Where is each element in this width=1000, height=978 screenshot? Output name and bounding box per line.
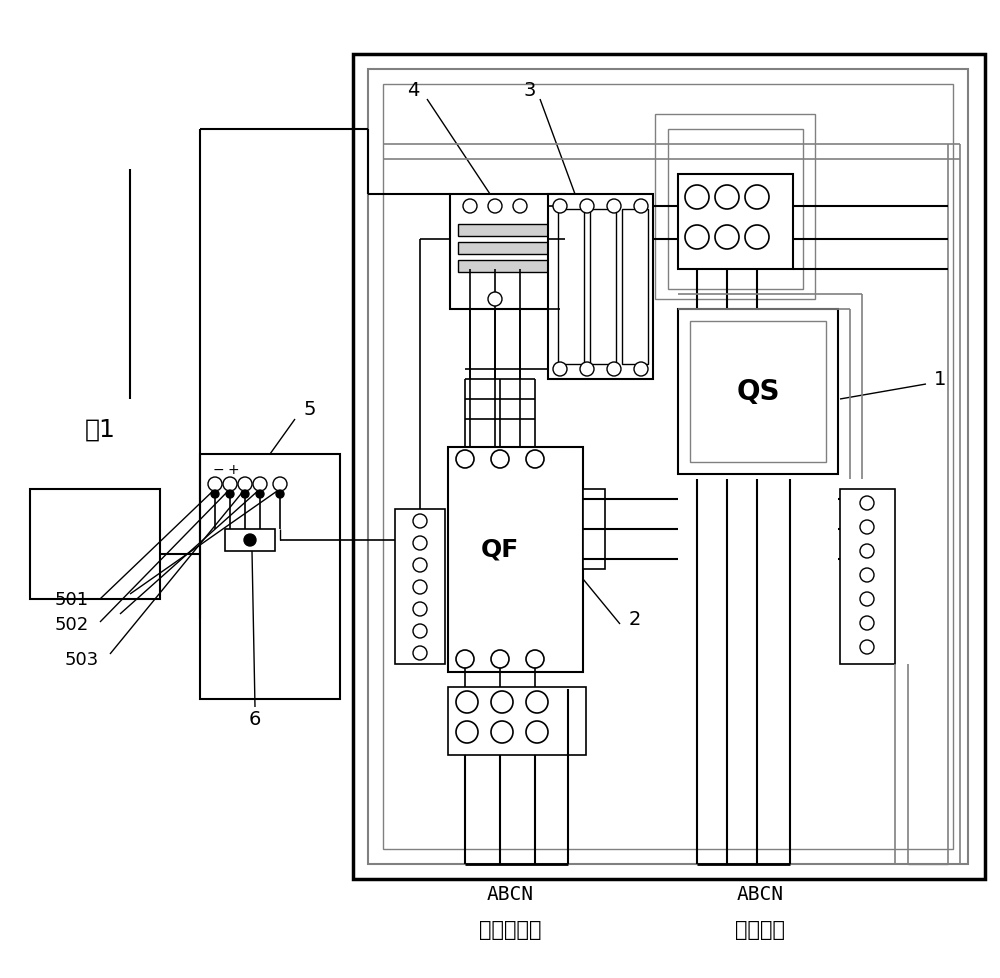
Circle shape: [685, 226, 709, 249]
Circle shape: [491, 650, 509, 668]
Bar: [590, 210, 616, 365]
Text: QF: QF: [481, 538, 519, 561]
Circle shape: [491, 691, 513, 713]
Circle shape: [456, 451, 474, 468]
Circle shape: [860, 593, 874, 606]
Circle shape: [488, 292, 502, 307]
Circle shape: [634, 363, 648, 377]
Bar: [668, 130, 803, 289]
Circle shape: [526, 451, 544, 468]
Bar: [395, 510, 445, 664]
Bar: [458, 243, 553, 254]
Text: 1: 1: [934, 370, 946, 389]
Circle shape: [413, 602, 427, 616]
Circle shape: [241, 491, 249, 499]
Circle shape: [526, 721, 548, 743]
Circle shape: [223, 477, 237, 492]
Circle shape: [513, 200, 527, 214]
Text: 502: 502: [55, 615, 89, 634]
Text: 图1: 图1: [85, 418, 115, 441]
Circle shape: [413, 646, 427, 660]
Circle shape: [211, 491, 219, 499]
Text: 3: 3: [524, 80, 536, 100]
Bar: [448, 688, 586, 755]
Bar: [448, 448, 583, 672]
Circle shape: [860, 520, 874, 534]
Circle shape: [745, 186, 769, 210]
Circle shape: [238, 477, 252, 492]
Circle shape: [244, 534, 256, 547]
Text: 逆变器输出: 逆变器输出: [479, 919, 541, 939]
Text: 并电网相: 并电网相: [735, 919, 785, 939]
Bar: [200, 455, 340, 699]
Text: +: +: [227, 463, 239, 476]
Text: 501: 501: [55, 591, 89, 608]
Circle shape: [413, 580, 427, 595]
Bar: [583, 490, 605, 569]
Circle shape: [208, 477, 222, 492]
Circle shape: [276, 491, 284, 499]
Circle shape: [226, 491, 234, 499]
Circle shape: [256, 491, 264, 499]
Circle shape: [488, 200, 502, 214]
Circle shape: [553, 363, 567, 377]
Bar: [678, 175, 793, 270]
Text: 4: 4: [407, 80, 419, 100]
Text: 6: 6: [249, 710, 261, 729]
Text: ABCN: ABCN: [487, 884, 534, 904]
Circle shape: [860, 616, 874, 631]
Bar: [840, 490, 895, 664]
Bar: [458, 261, 553, 273]
Circle shape: [413, 514, 427, 528]
Circle shape: [685, 186, 709, 210]
Circle shape: [463, 200, 477, 214]
Bar: [450, 195, 565, 310]
Text: 5: 5: [304, 400, 316, 419]
Circle shape: [580, 200, 594, 214]
Bar: [30, 490, 160, 600]
Bar: [353, 55, 985, 879]
Bar: [225, 529, 275, 552]
Circle shape: [491, 721, 513, 743]
Bar: [548, 195, 653, 379]
Circle shape: [607, 363, 621, 377]
Bar: [690, 322, 826, 463]
Circle shape: [860, 497, 874, 511]
Circle shape: [580, 363, 594, 377]
Bar: [458, 225, 553, 237]
Text: 503: 503: [65, 650, 99, 668]
Circle shape: [860, 641, 874, 654]
Circle shape: [456, 650, 474, 668]
Circle shape: [491, 451, 509, 468]
Circle shape: [413, 624, 427, 639]
Circle shape: [526, 650, 544, 668]
Bar: [558, 210, 584, 365]
Circle shape: [413, 558, 427, 572]
Circle shape: [253, 477, 267, 492]
Bar: [383, 85, 953, 849]
Circle shape: [456, 721, 478, 743]
Circle shape: [715, 226, 739, 249]
Circle shape: [413, 537, 427, 551]
Bar: [622, 210, 648, 365]
Circle shape: [273, 477, 287, 492]
Text: −: −: [212, 463, 224, 476]
Bar: [678, 310, 838, 474]
Bar: [655, 114, 815, 299]
Circle shape: [456, 691, 478, 713]
Text: ABCN: ABCN: [736, 884, 784, 904]
Circle shape: [860, 545, 874, 558]
Circle shape: [634, 200, 648, 214]
Text: QS: QS: [736, 378, 780, 406]
Circle shape: [526, 691, 548, 713]
Text: 2: 2: [629, 610, 641, 629]
Circle shape: [553, 200, 567, 214]
Circle shape: [715, 186, 739, 210]
Bar: [368, 70, 968, 865]
Circle shape: [860, 568, 874, 583]
Circle shape: [745, 226, 769, 249]
Circle shape: [607, 200, 621, 214]
